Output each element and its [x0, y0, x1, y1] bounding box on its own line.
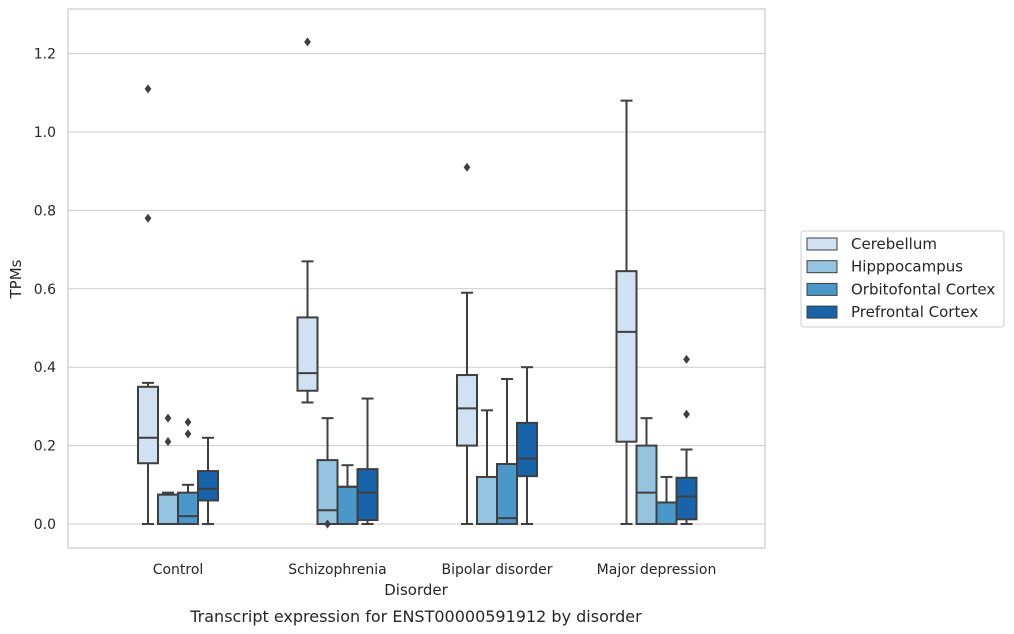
box — [197, 436, 219, 525]
outlier-point — [144, 84, 152, 94]
legend-label: Cerebellum — [851, 235, 937, 253]
legend-swatch — [806, 260, 838, 274]
box — [456, 162, 478, 525]
box — [476, 409, 498, 525]
legend-swatch — [806, 305, 838, 319]
box — [177, 417, 199, 526]
outlier-point — [164, 437, 172, 447]
outlier-point — [683, 409, 690, 419]
box-series — [137, 37, 698, 529]
x-axis-title: Disorder — [384, 581, 448, 599]
y-axis-ticks: 0.0 0.2 0.4 0.6 0.8 1.0 1.2 — [34, 47, 56, 533]
box-body — [615, 270, 638, 443]
x-tick-label: Control — [153, 562, 204, 578]
outlier-point — [324, 519, 331, 529]
outlier-point — [164, 413, 172, 423]
y-tick-label: 0.2 — [34, 439, 56, 455]
box-body — [635, 444, 658, 526]
series-cerebellum — [137, 37, 638, 525]
y-tick-label: 1.2 — [34, 47, 56, 63]
box-body — [296, 316, 319, 392]
x-tick-label: Major depression — [597, 562, 717, 578]
box-body — [316, 459, 339, 526]
legend-swatch — [806, 237, 838, 251]
series-hipppocampus — [157, 409, 658, 529]
box-body — [177, 491, 199, 526]
outlier-point — [184, 417, 192, 427]
box-body — [476, 475, 498, 525]
box — [516, 366, 538, 525]
series-orbitofontal-cortex — [177, 377, 678, 526]
box-body — [675, 476, 698, 521]
box-body — [456, 374, 478, 447]
outlier-point — [144, 213, 152, 223]
legend-label: Orbitofontal Cortex — [851, 280, 995, 298]
legend-frame — [800, 230, 1005, 328]
legend-label: Prefrontal Cortex — [851, 303, 978, 321]
box-body — [137, 385, 159, 465]
box — [496, 377, 518, 525]
box-body — [157, 493, 179, 526]
outlier-point — [184, 429, 192, 439]
y-tick-label: 1.0 — [34, 125, 56, 141]
box — [635, 417, 658, 526]
box — [356, 397, 379, 525]
x-tick-label: Bipolar disorder — [441, 562, 552, 578]
y-tick-label: 0.6 — [34, 282, 56, 298]
box — [336, 464, 359, 526]
y-tick-label: 0.4 — [34, 360, 56, 376]
box-body — [356, 468, 379, 522]
legend-swatch — [806, 282, 838, 296]
plot-frame — [67, 8, 766, 549]
box-body — [655, 501, 678, 526]
outlier-point — [304, 37, 311, 47]
x-axis-ticks: Control Schizophrenia Bipolar disorder Majo… — [153, 562, 717, 578]
series-prefrontal-cortex — [197, 354, 698, 525]
y-tick-label: 0.0 — [34, 517, 56, 533]
y-axis-title: TPMs — [7, 259, 25, 299]
box — [296, 37, 319, 404]
box — [137, 84, 159, 525]
plot-background — [68, 9, 765, 548]
box-body — [516, 421, 538, 478]
x-tick-label: Schizophrenia — [288, 562, 386, 578]
outlier-point — [463, 162, 471, 172]
box — [615, 99, 638, 525]
legend: Cerebellum Hipppocampus Orbitofontal Corte… — [800, 230, 1005, 328]
box-body — [336, 485, 359, 526]
box — [157, 413, 179, 526]
y-tick-label: 0.8 — [34, 203, 56, 219]
legend-label: Hipppocampus — [851, 258, 963, 276]
outlier-point — [683, 354, 690, 364]
grid-lines — [68, 53, 765, 525]
chart-caption: Transcript expression for ENST0000059191… — [189, 607, 642, 626]
box — [675, 354, 698, 525]
box-body — [496, 463, 518, 525]
box-body — [197, 470, 219, 502]
